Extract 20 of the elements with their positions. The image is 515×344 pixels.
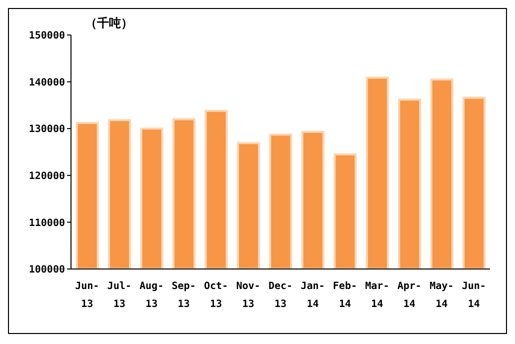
x-tick-label: Jun-13 <box>75 281 100 310</box>
x-tick-label: Jul-13 <box>107 281 132 310</box>
x-tick-label: Mar-14 <box>365 281 390 310</box>
x-tick-label: Nov-13 <box>236 281 260 310</box>
x-tick-label: Jan-14 <box>300 281 325 310</box>
x-tick-label: Apr-14 <box>397 281 422 310</box>
y-tick-label: 140000 <box>28 77 65 88</box>
x-tick-label: Jun-14 <box>462 281 486 310</box>
y-tick-label: 120000 <box>28 170 65 182</box>
x-tick-label: May-14 <box>430 281 454 310</box>
x-tick-label: Oct-13 <box>204 281 228 310</box>
x-tick-label: Aug-13 <box>140 281 164 310</box>
y-axis-title: （千吨） <box>85 15 133 32</box>
y-tick-label: 130000 <box>28 124 65 136</box>
y-tick-label: 150000 <box>28 30 65 42</box>
x-tick-label: Dec-13 <box>268 281 293 310</box>
y-tick-label: 100000 <box>28 264 65 276</box>
x-tick-label: Feb-14 <box>332 281 358 310</box>
x-tick-label: Sep-13 <box>172 281 196 310</box>
y-tick-label: 110000 <box>28 218 65 229</box>
